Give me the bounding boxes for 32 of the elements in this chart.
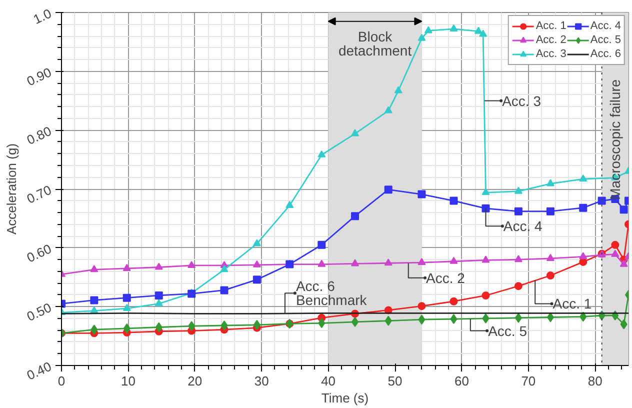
band-label: Macroscopic failure: [607, 79, 624, 200]
x-tick-label: 60: [454, 374, 469, 388]
annotation: Acc. 2: [426, 270, 466, 286]
x-tick-label: 0: [58, 374, 66, 388]
y-tick-label: 0.50: [24, 300, 54, 324]
x-tick-label: 30: [254, 374, 269, 388]
y-tick-label: 1.0: [30, 6, 54, 27]
x-tick-label: 20: [188, 374, 202, 388]
y-tick-label: 0.90: [24, 64, 54, 89]
legend-label: Acc. 4: [590, 20, 621, 32]
x-tick-label: 10: [120, 374, 136, 388]
legend-label: Acc. 1: [536, 20, 566, 32]
legend-label: Acc. 5: [590, 34, 621, 46]
x-tick-label: 80: [588, 374, 602, 388]
x-axis-title: Time (s): [321, 390, 369, 406]
annotation: Acc. 1: [552, 296, 592, 312]
y-axis-title: Acceleration (g): [4, 143, 19, 235]
y-tick-label: 0.40: [24, 358, 54, 383]
annotation: Acc. 5: [488, 322, 528, 339]
x-tick-label: 50: [388, 374, 402, 388]
legend-label: Acc. 2: [536, 34, 566, 46]
legend-label: Acc. 6: [590, 48, 621, 60]
y-tick-label: 0.60: [24, 241, 54, 266]
y-tick-label: 0.70: [24, 182, 54, 206]
y-tick-label: 0.80: [24, 123, 54, 148]
annotation: Acc. 3: [502, 92, 542, 109]
annotation: Acc. 6 Benchmark: [296, 278, 368, 308]
x-tick-label: 70: [521, 374, 536, 388]
annotation: Acc. 4: [503, 218, 543, 234]
legend-label: Acc. 3: [536, 48, 566, 60]
band-label: Block detachment: [338, 28, 412, 59]
x-tick-label: 40: [321, 374, 336, 388]
